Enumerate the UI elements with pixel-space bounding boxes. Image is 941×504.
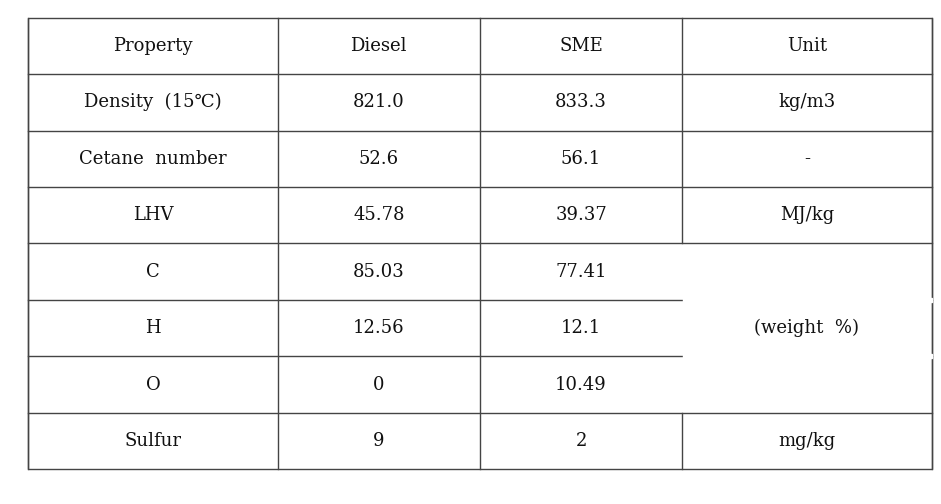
Text: 2: 2 bbox=[575, 432, 587, 450]
Text: 833.3: 833.3 bbox=[555, 93, 607, 111]
Text: C: C bbox=[146, 263, 160, 281]
Text: Density  (15℃): Density (15℃) bbox=[84, 93, 222, 111]
Text: MJ/kg: MJ/kg bbox=[780, 206, 834, 224]
Text: 77.41: 77.41 bbox=[555, 263, 607, 281]
Text: LHV: LHV bbox=[133, 206, 173, 224]
Text: Property: Property bbox=[113, 37, 193, 55]
Text: (weight  %): (weight %) bbox=[755, 319, 859, 337]
Text: H: H bbox=[145, 319, 161, 337]
Text: Unit: Unit bbox=[787, 37, 827, 55]
Text: Sulfur: Sulfur bbox=[124, 432, 182, 450]
Text: -: - bbox=[804, 150, 810, 168]
Text: 821.0: 821.0 bbox=[353, 93, 405, 111]
Text: Diesel: Diesel bbox=[350, 37, 407, 55]
Bar bbox=[683, 298, 932, 302]
Text: kg/m3: kg/m3 bbox=[778, 93, 836, 111]
Text: 0: 0 bbox=[373, 375, 385, 394]
Text: Cetane  number: Cetane number bbox=[79, 150, 227, 168]
Text: 9: 9 bbox=[373, 432, 385, 450]
Text: 10.49: 10.49 bbox=[555, 375, 607, 394]
Text: 56.1: 56.1 bbox=[561, 150, 601, 168]
Text: 12.56: 12.56 bbox=[353, 319, 405, 337]
Text: 52.6: 52.6 bbox=[359, 150, 399, 168]
Text: O: O bbox=[146, 375, 160, 394]
Text: 85.03: 85.03 bbox=[353, 263, 405, 281]
Text: 39.37: 39.37 bbox=[555, 206, 607, 224]
Text: 12.1: 12.1 bbox=[561, 319, 601, 337]
Text: mg/kg: mg/kg bbox=[778, 432, 836, 450]
Text: SME: SME bbox=[559, 37, 603, 55]
Bar bbox=[28, 18, 932, 469]
Text: 45.78: 45.78 bbox=[353, 206, 405, 224]
Bar bbox=[683, 354, 932, 358]
